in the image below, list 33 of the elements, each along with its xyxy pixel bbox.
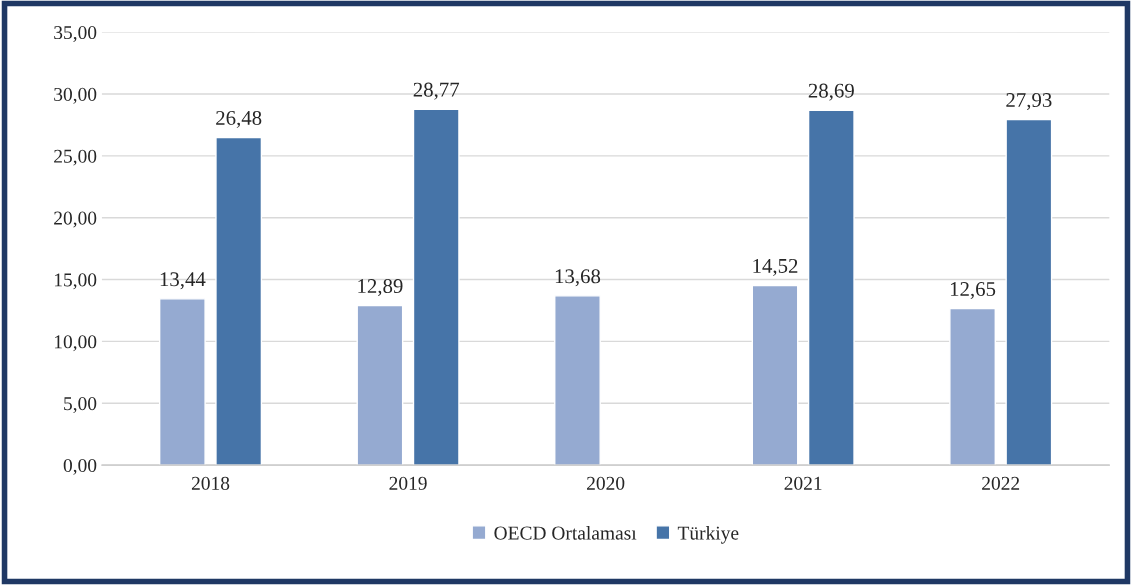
y-tick-label: 30,00 <box>54 87 97 104</box>
data-label: 28,69 <box>808 83 854 101</box>
data-label: 27,93 <box>1006 93 1052 111</box>
legend-label: OECD Ortalaması <box>494 525 637 540</box>
y-tick-label: 35,00 <box>54 25 97 42</box>
data-label: 12,89 <box>358 279 403 297</box>
x-tick-label: 2019 <box>389 476 427 490</box>
bar <box>356 304 404 466</box>
x-tick-label: 2021 <box>784 476 822 490</box>
data-label: 28,77 <box>413 82 460 100</box>
data-label: 13,44 <box>160 272 206 290</box>
x-tick-label: 2020 <box>587 476 625 490</box>
bar <box>1005 118 1053 466</box>
y-tick-label: 0,00 <box>63 458 97 475</box>
y-tick-label: 10,00 <box>54 335 97 352</box>
bar <box>751 284 799 466</box>
data-label: 26,48 <box>216 110 262 128</box>
bar <box>412 108 460 466</box>
x-tick-label: 2022 <box>982 476 1020 490</box>
y-tick-label: 15,00 <box>54 273 97 290</box>
bar <box>807 109 855 466</box>
bar <box>554 295 601 466</box>
data-label: 13,68 <box>555 269 601 287</box>
bar <box>158 298 206 466</box>
y-tick-label: 25,00 <box>54 149 97 166</box>
bar <box>215 136 263 466</box>
y-tick-label: 20,00 <box>54 211 97 228</box>
data-label: 12,65 <box>950 282 996 300</box>
data-label: 14,52 <box>753 258 798 276</box>
legend-label: Türkiye <box>677 525 739 544</box>
y-tick-label: 5,00 <box>64 397 97 413</box>
bar <box>949 307 996 466</box>
x-tick-label: 2018 <box>191 476 230 490</box>
